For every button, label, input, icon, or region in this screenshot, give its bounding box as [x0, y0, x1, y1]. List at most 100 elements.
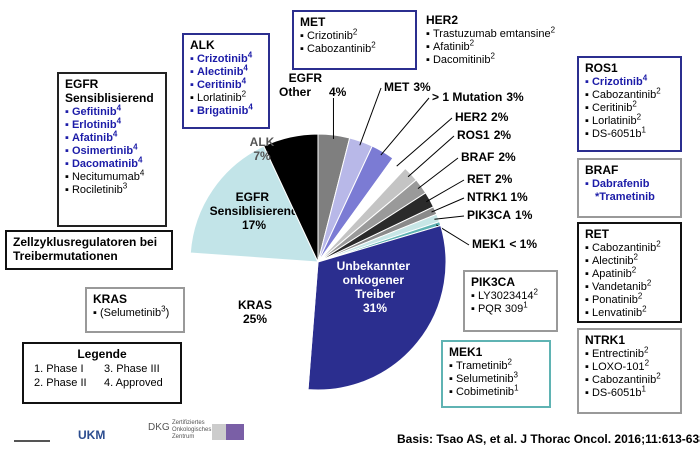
drug-suffix: ) [165, 307, 170, 319]
drug-name: Ceritinib [196, 79, 242, 91]
drug-item: Rociletinib3 [65, 182, 159, 197]
box-title: BRAF [585, 163, 619, 177]
phase-sup: 1 [523, 300, 528, 310]
drug-item: Brigatinib4 [190, 102, 262, 118]
drug-name: Trametinib [455, 360, 508, 372]
category-label: MET [384, 80, 410, 94]
leader-line [380, 97, 430, 156]
drug-item: LY30234142 [471, 287, 550, 303]
drug-item: Osimertinib4 [65, 142, 159, 158]
drug-name: Cabozantinib [591, 242, 657, 254]
drug-name: Osimertinib [71, 145, 134, 157]
box-title: EGFR Sensiblisierend [65, 77, 154, 105]
drug-name: Lenvatinib [591, 307, 643, 319]
box-title: Zellzyklusregulatoren bei Treibermutatio… [13, 235, 158, 263]
drug-item: Gefitinib4 [65, 104, 159, 119]
value-label: 4% [329, 85, 347, 99]
box-title: PIK3CA [471, 275, 516, 289]
drug-name: (Selumetinib [99, 307, 162, 319]
phase-sup: 4 [247, 50, 253, 60]
value-label: < 1% [509, 237, 537, 251]
drug-name: Cobimetinib [455, 386, 515, 398]
category-label: BRAF [461, 150, 494, 164]
drug-name: Crizotinib [196, 53, 248, 65]
drug-name: Afatinib [432, 41, 470, 53]
phase-sup: 4 [248, 102, 253, 112]
drug-name: Vandetanib [591, 281, 647, 293]
drug-name: Lorlatinib [591, 115, 637, 127]
leader-line [407, 135, 455, 178]
phase-sup: 2 [352, 27, 358, 37]
phase-sup: 2 [656, 239, 661, 249]
category-label: KRAS [238, 298, 272, 312]
drug-item: LOXO-1012 [585, 358, 674, 374]
phase-sup: 2 [631, 265, 637, 275]
drug-item: Cabozantinib2 [585, 372, 674, 387]
phase-sup: 4 [642, 73, 648, 83]
phase-sup: 4 [243, 63, 248, 73]
phase-sup: 2 [644, 358, 650, 368]
drug-item: Crizotinib4 [190, 50, 262, 66]
phase-sup: 4 [139, 168, 145, 178]
leader-line [426, 179, 465, 203]
drug-item: Cabozantinib2 [585, 239, 674, 255]
phase-sup: 3 [161, 304, 166, 314]
slice-label: RET 2% [467, 172, 513, 186]
drug-item: Afatinib2 [426, 39, 574, 54]
therapy-box: EGFR SensiblisierendGefitinib4Erlotinib4… [57, 72, 167, 227]
drug-name: DS-6051b [591, 387, 642, 399]
drug-item: Dabrafenib [585, 178, 674, 191]
category-label: ROS1 [457, 128, 490, 142]
value-label: 31% [363, 301, 387, 315]
phase-sup: 2 [550, 25, 556, 35]
therapy-box: METCrizotinib2Cabozantinib2 [292, 10, 417, 70]
value-label: 2% [495, 172, 513, 186]
drug-name: PQR 309 [477, 303, 524, 315]
drug-name: Selumetinib [455, 373, 514, 385]
drug-item: Trametinib2 [449, 358, 543, 373]
phase-sup: 2 [633, 252, 638, 262]
drug-name: Trastuzumab emtansine [432, 28, 551, 40]
phase-sup: 4 [241, 76, 247, 86]
phase-sup: 2 [533, 287, 538, 297]
drug-item: Crizotinib2 [300, 27, 409, 43]
pie-slice [307, 224, 447, 391]
citation: Basis: Tsao AS, et al. J Thorac Oncol. 2… [397, 432, 700, 446]
box-title: KRAS [93, 292, 128, 306]
therapy-box: ALKCrizotinib4Alectinib4Ceritinib4Lorlat… [182, 33, 270, 129]
therapy-box: HER2Trastuzumab emtansine2Afatinib2Dacom… [420, 10, 580, 70]
drug-name: *Trametinib [595, 191, 655, 203]
drug-item: *Trametinib [585, 191, 674, 204]
box-title: NTRK1 [585, 333, 626, 347]
drug-item: Cabozantinib2 [300, 41, 409, 56]
category-label: PIK3CA [467, 208, 511, 222]
box-title: MEK1 [449, 345, 483, 359]
leader-line [396, 117, 453, 167]
drug-name: Alectinib [196, 66, 244, 78]
drug-name: Dacomatinib [71, 158, 138, 170]
logo-mark [226, 424, 244, 440]
drug-name: Cabozantinib [591, 89, 657, 101]
category-label: > 1 Mutation [432, 90, 502, 104]
drug-item: Afatinib4 [65, 129, 159, 145]
phase-sup: 4 [112, 129, 118, 139]
slice-label: ROS1 2% [457, 128, 511, 142]
category-label: MEK1 [472, 237, 506, 251]
drug-name: Erlotinib [71, 119, 117, 131]
drug-item: (Selumetinib3) [93, 304, 177, 320]
legend-title: Legende [77, 347, 127, 361]
legend-box: Legende 1. Phase I 3. Phase III 2. Phase… [22, 342, 182, 404]
leader-line [417, 157, 459, 190]
drug-item: Ceritinib4 [190, 76, 262, 92]
drug-item: Ponatinib2 [585, 292, 674, 307]
box-title: ROS1 [585, 61, 618, 75]
phase-sup: 4 [133, 142, 138, 152]
drug-name: Crizotinib [591, 76, 643, 88]
category-label: HER2 [455, 110, 487, 124]
pie-slice [189, 145, 319, 263]
drug-item: Alectinib2 [585, 252, 674, 268]
drug-item: Dacomatinib4 [65, 156, 159, 171]
phase-sup: 1 [641, 125, 646, 135]
slice-label: MET 3% [384, 80, 431, 94]
slice-label: BRAF 2% [461, 150, 516, 164]
